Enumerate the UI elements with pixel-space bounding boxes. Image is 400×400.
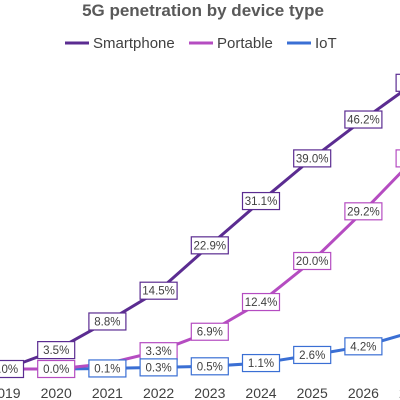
legend-label-portable: Portable xyxy=(217,35,273,52)
data-label-portable: 12.4% xyxy=(241,292,281,312)
data-label-box xyxy=(241,191,281,211)
x-axis-ticks: 201920202021202220232024202520262027 xyxy=(0,385,400,400)
x-tick-label: 2021 xyxy=(92,385,123,400)
data-label-smartphone: 46.2% xyxy=(344,110,383,129)
data-label-iot: 1.1% xyxy=(241,353,281,373)
data-label-smartphone: 0.0% xyxy=(0,359,25,379)
data-label-box xyxy=(190,236,229,255)
data-label-box xyxy=(293,149,332,168)
data-label-iot: 0.1% xyxy=(88,359,127,378)
legend: Smartphone Portable IoT xyxy=(65,35,337,52)
data-label-text: 0.0% xyxy=(0,364,18,376)
x-tick-label: 2020 xyxy=(41,385,72,400)
data-label-box xyxy=(395,73,400,92)
data-label-text: 20.0% xyxy=(296,256,329,268)
data-label-box xyxy=(139,281,178,300)
data-label-text: 0.1% xyxy=(94,363,120,375)
data-label-text: 0.5% xyxy=(197,361,223,373)
x-tick-label: 2019 xyxy=(0,385,21,400)
legend-label-smartphone: Smartphone xyxy=(93,35,175,52)
data-label-box xyxy=(88,312,127,331)
data-label-box xyxy=(395,149,400,168)
data-label-box xyxy=(139,358,178,377)
data-label-portable: 20.0% xyxy=(293,251,332,271)
data-label-text: 2.6% xyxy=(299,350,325,362)
data-label-portable: 6.9% xyxy=(190,322,229,341)
data-label-iot: 0.3% xyxy=(139,358,178,377)
data-label-portable: 29.2% xyxy=(344,202,383,221)
data-label-text: 14.5% xyxy=(142,286,175,298)
data-label-text: 4.2% xyxy=(350,341,376,353)
data-label-text: 1.1% xyxy=(248,358,274,370)
data-label-box xyxy=(88,359,127,378)
data-label-smartphone: 31.1% xyxy=(241,191,281,211)
data-label-box xyxy=(344,337,383,356)
data-label-smartphone: 14.5% xyxy=(139,281,178,300)
data-label-iot: 4.2% xyxy=(344,337,383,356)
data-label-box xyxy=(344,202,383,221)
x-tick-label: 2025 xyxy=(297,385,328,400)
data-label-smartphone: 39.0% xyxy=(293,149,332,168)
data-label-box xyxy=(293,251,332,271)
data-label-box xyxy=(190,357,229,376)
data-label-text: 6.9% xyxy=(197,327,223,339)
x-tick-label: 2023 xyxy=(194,385,225,400)
data-label-text: 8.8% xyxy=(94,316,120,328)
x-tick-label: 2026 xyxy=(348,385,379,400)
x-tick-label: 2022 xyxy=(143,385,174,400)
data-label-portable: 3.3% xyxy=(139,342,178,361)
data-label-box xyxy=(190,322,229,341)
data-label-text: 39.0% xyxy=(296,153,329,165)
data-label-text: 12.4% xyxy=(245,297,278,309)
data-label-text: 22.9% xyxy=(193,240,226,252)
legend-label-iot: IoT xyxy=(315,35,337,52)
data-label-box xyxy=(0,359,25,379)
data-label-smartphone: 5 xyxy=(395,73,400,92)
data-label-smartphone: 8.8% xyxy=(88,312,127,331)
data-label-text: 3.3% xyxy=(145,346,171,358)
data-label-box xyxy=(37,359,76,379)
data-label-portable: 3 xyxy=(395,149,400,168)
data-label-iot: 0.5% xyxy=(190,357,229,376)
chart-title: 5G penetration by device type xyxy=(82,1,324,20)
data-label-smartphone: 3.5% xyxy=(37,341,76,360)
data-label-text: 31.1% xyxy=(245,196,278,208)
x-tick-label: 2024 xyxy=(245,385,276,400)
data-label-text: 0.0% xyxy=(43,364,69,376)
data-label-box xyxy=(241,353,281,373)
data-label-portable: 0.0% xyxy=(37,359,76,379)
data-label-box xyxy=(241,292,281,312)
data-label-box xyxy=(344,110,383,129)
data-label-box xyxy=(37,341,76,360)
data-label-text: 0.3% xyxy=(145,362,171,374)
data-label-text: 29.2% xyxy=(347,206,380,218)
data-label-text: 46.2% xyxy=(347,115,380,127)
data-label-text: 3.5% xyxy=(43,345,69,357)
data-labels: 0.0%3.5%8.8%14.5%22.9%31.1%39.0%46.2%50.… xyxy=(0,73,400,379)
data-label-box xyxy=(293,345,332,365)
data-label-smartphone: 22.9% xyxy=(190,236,229,255)
data-label-iot: 2.6% xyxy=(293,345,332,365)
